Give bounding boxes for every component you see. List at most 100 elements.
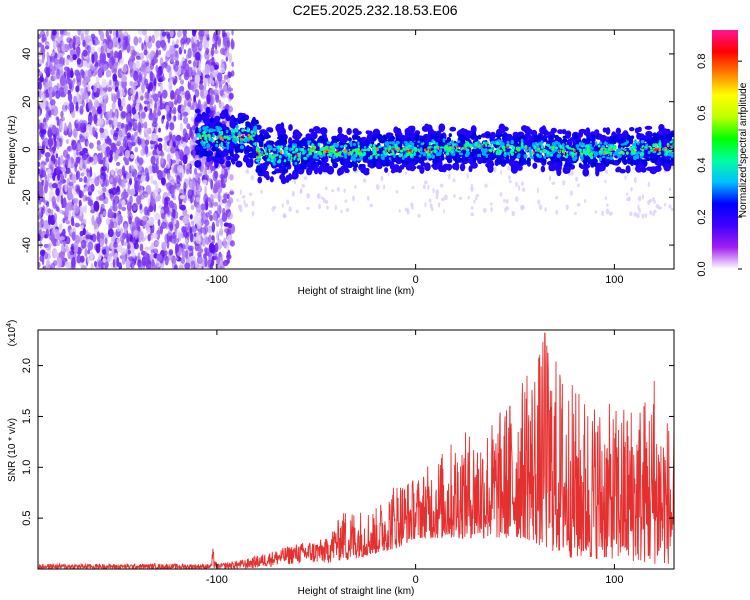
signal-blob-1 — [321, 156, 325, 162]
noise-speck — [184, 90, 191, 101]
signal-blob-2 — [588, 145, 592, 150]
signal-blob-1 — [223, 129, 227, 136]
noise-speck — [121, 75, 127, 83]
signal-blob-2 — [603, 141, 608, 145]
noise-speck — [79, 189, 82, 199]
noise-speck — [56, 195, 60, 203]
noise-speck — [89, 251, 94, 261]
noise-speck — [150, 94, 156, 99]
noise-speck — [230, 39, 235, 50]
noise-speck — [160, 212, 166, 220]
faint-speck — [601, 210, 605, 217]
faint-speck — [241, 195, 246, 199]
signal-blob-1 — [562, 135, 568, 139]
noise-speck — [75, 118, 80, 124]
signal-blob-2 — [553, 148, 558, 152]
noise-speck — [191, 30, 197, 37]
signal-blob-0 — [392, 164, 401, 173]
signal-blob-2 — [381, 157, 385, 161]
faint-speck — [428, 198, 432, 203]
noise-speck — [68, 121, 72, 133]
signal-blob-0 — [525, 128, 533, 135]
noise-speck — [216, 72, 223, 82]
signal-blob-1 — [460, 138, 466, 146]
signal-blob-2 — [636, 155, 640, 160]
signal-blob-1 — [361, 164, 366, 168]
noise-speck — [204, 63, 210, 75]
noise-speck — [176, 38, 179, 45]
noise-speck — [50, 108, 55, 116]
signal-blob-3 — [279, 154, 282, 159]
signal-blob-1 — [331, 158, 335, 163]
signal-blob-2 — [442, 138, 446, 143]
faint-speck — [653, 209, 657, 214]
noise-speck — [69, 193, 74, 200]
noise-speck — [66, 66, 71, 78]
noise-speck — [174, 50, 178, 58]
noise-speck — [155, 183, 159, 194]
noise-speck — [38, 221, 42, 229]
noise-speck — [87, 185, 93, 196]
signal-blob-1 — [484, 133, 490, 137]
noise-speck — [164, 255, 169, 266]
noise-speck — [44, 82, 49, 93]
noise-speck — [38, 203, 42, 214]
faint-speck — [652, 212, 655, 217]
noise-speck — [150, 175, 154, 185]
signal-blob-1 — [610, 138, 616, 144]
signal-blob-2 — [339, 145, 344, 148]
noise-speck — [41, 55, 45, 64]
noise-speck — [213, 170, 219, 179]
faint-speck — [343, 188, 346, 194]
noise-speck — [143, 126, 150, 136]
faint-speck — [551, 181, 556, 186]
noise-speck — [151, 223, 155, 234]
signal-blob-3 — [568, 147, 571, 150]
signal-blob-3 — [658, 151, 661, 155]
signal-blob-2 — [353, 142, 357, 147]
noise-speck — [180, 79, 185, 85]
noise-speck — [105, 197, 109, 205]
noise-speck — [135, 103, 140, 112]
noise-speck — [99, 133, 104, 141]
noise-speck — [187, 245, 194, 252]
noise-speck — [76, 254, 82, 264]
noise-speck — [40, 90, 45, 98]
signal-blob-1 — [376, 133, 383, 141]
noise-speck — [90, 263, 94, 269]
signal-blob-1 — [374, 158, 379, 162]
noise-speck — [123, 64, 127, 74]
noise-speck — [183, 150, 188, 155]
noise-speck — [88, 115, 93, 124]
noise-speck — [50, 234, 56, 244]
faint-speck — [243, 199, 246, 205]
faint-speck — [484, 183, 488, 188]
signal-blob-0 — [550, 127, 558, 134]
noise-speck — [89, 166, 93, 177]
signal-blob-1 — [501, 135, 506, 141]
signal-blob-2 — [637, 151, 641, 154]
noise-speck — [150, 249, 155, 254]
noise-speck — [196, 220, 202, 229]
signal-blob-3 — [357, 144, 360, 148]
noise-speck — [85, 196, 91, 201]
noise-speck — [195, 203, 202, 213]
signal-blob-0 — [264, 160, 270, 167]
noise-speck — [51, 124, 57, 135]
noise-speck — [123, 135, 129, 143]
signal-blob-2 — [439, 148, 443, 153]
faint-speck — [299, 188, 303, 194]
signal-blob-0 — [248, 158, 254, 165]
signal-blob-1 — [659, 157, 664, 161]
noise-speck — [202, 237, 206, 247]
noise-speck — [73, 95, 78, 105]
signal-blob-1 — [448, 133, 452, 138]
faint-speck — [537, 199, 541, 205]
noise-speck — [125, 260, 131, 269]
noise-speck — [110, 128, 115, 136]
noise-speck — [179, 204, 186, 211]
noise-speck — [56, 132, 60, 142]
noise-speck — [100, 152, 103, 161]
noise-speck — [151, 121, 158, 128]
noise-speck — [184, 262, 191, 269]
